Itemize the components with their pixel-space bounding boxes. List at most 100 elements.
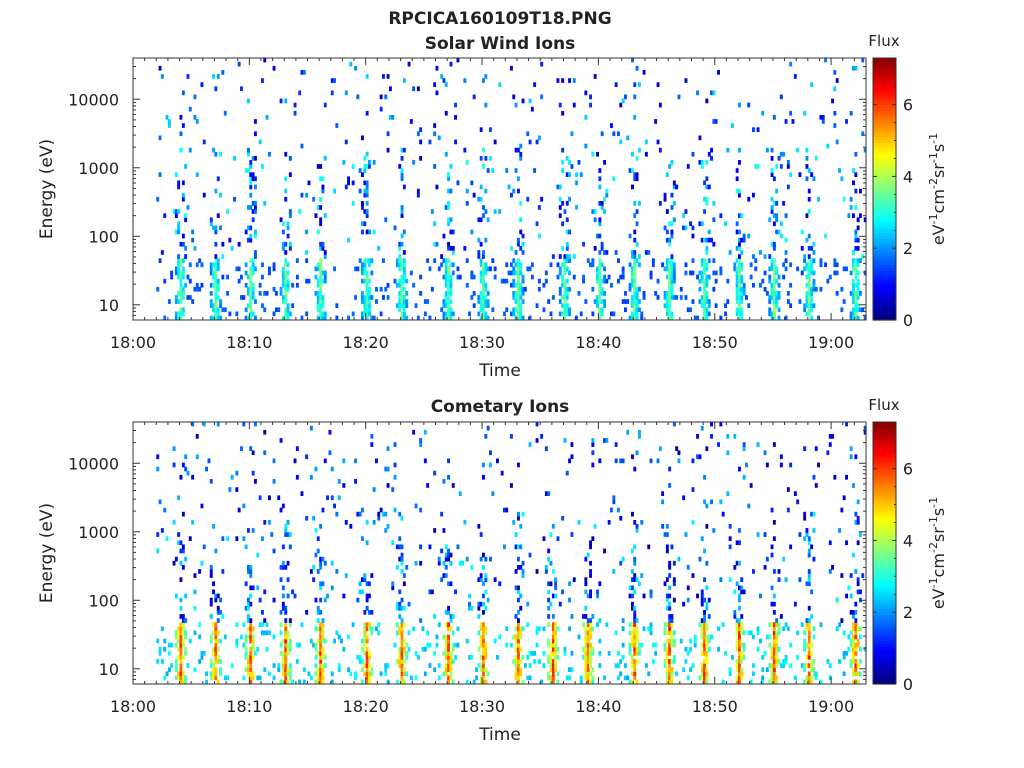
heatmap-cell bbox=[247, 614, 250, 619]
heatmap-cell bbox=[365, 303, 369, 308]
heatmap-cell bbox=[856, 307, 860, 313]
heatmap-cell bbox=[568, 286, 571, 292]
heatmap-cell bbox=[510, 270, 513, 276]
heatmap-cell bbox=[589, 646, 592, 652]
heatmap-cell bbox=[738, 262, 741, 268]
heatmap-cell bbox=[170, 663, 174, 668]
heatmap-cell bbox=[849, 642, 853, 648]
heatmap-cell bbox=[631, 278, 634, 284]
heatmap-cell bbox=[288, 622, 292, 627]
heatmap-cell bbox=[696, 593, 699, 599]
heatmap-cell bbox=[807, 262, 811, 268]
heatmap-cell bbox=[402, 671, 406, 677]
heatmap-cell bbox=[174, 213, 178, 218]
heatmap-cell bbox=[372, 315, 376, 321]
heatmap-cell bbox=[214, 651, 218, 656]
colorbar-step bbox=[873, 433, 896, 438]
heatmap-cell bbox=[400, 515, 404, 521]
heatmap-cell bbox=[174, 663, 178, 668]
heatmap-cell bbox=[749, 274, 753, 280]
heatmap-cell bbox=[779, 663, 783, 668]
heatmap-cell bbox=[465, 679, 469, 685]
heatmap-cell bbox=[656, 295, 660, 300]
heatmap-cell bbox=[398, 655, 402, 660]
heatmap-cell bbox=[665, 229, 669, 235]
heatmap-cell bbox=[407, 630, 411, 636]
heatmap-cell bbox=[631, 548, 634, 554]
heatmap-cell bbox=[447, 626, 450, 632]
heatmap-cell bbox=[514, 295, 518, 300]
colorbar-step bbox=[873, 232, 896, 237]
colorbar-step bbox=[873, 436, 896, 441]
heatmap-cell bbox=[807, 675, 811, 681]
heatmap-cell bbox=[298, 679, 302, 685]
colorbar-step bbox=[873, 296, 896, 301]
heatmap-cell bbox=[314, 213, 318, 218]
colorbar-step bbox=[873, 512, 896, 516]
heatmap-cell bbox=[261, 303, 264, 308]
heatmap-cell bbox=[712, 119, 716, 124]
heatmap-cell bbox=[763, 565, 767, 570]
heatmap-cell bbox=[430, 286, 434, 292]
heatmap-cell bbox=[447, 188, 450, 194]
heatmap-cell bbox=[854, 266, 858, 272]
heatmap-cell bbox=[402, 78, 406, 83]
heatmap-cell bbox=[710, 156, 713, 161]
heatmap-cell bbox=[470, 229, 474, 235]
heatmap-cell bbox=[700, 667, 704, 672]
heatmap-cell bbox=[696, 90, 699, 96]
heatmap-cell bbox=[517, 634, 520, 640]
heatmap-cell bbox=[558, 102, 562, 108]
heatmap-cell bbox=[482, 622, 485, 627]
heatmap-cell bbox=[542, 663, 546, 668]
heatmap-cell bbox=[835, 597, 839, 603]
heatmap-cell bbox=[717, 646, 720, 652]
heatmap-cell bbox=[451, 270, 455, 276]
heatmap-cell bbox=[181, 462, 185, 468]
heatmap-cell bbox=[703, 614, 706, 619]
heatmap-cell bbox=[854, 237, 858, 243]
heatmap-cell bbox=[333, 78, 336, 83]
heatmap-cell bbox=[365, 671, 369, 677]
heatmap-cell bbox=[475, 675, 478, 681]
heatmap-cell bbox=[582, 278, 585, 284]
heatmap-cell bbox=[803, 307, 807, 313]
heatmap-cell bbox=[398, 601, 402, 607]
heatmap-cell bbox=[421, 626, 425, 632]
heatmap-cell bbox=[363, 303, 367, 308]
heatmap-cell bbox=[512, 266, 516, 272]
heatmap-cell bbox=[323, 250, 327, 255]
heatmap-cell bbox=[740, 659, 744, 664]
heatmap-cell bbox=[477, 295, 481, 300]
heatmap-cell bbox=[586, 667, 590, 672]
heatmap-cell bbox=[600, 262, 604, 268]
heatmap-cell bbox=[212, 675, 215, 681]
heatmap-cell bbox=[628, 233, 632, 239]
heatmap-cell bbox=[484, 299, 488, 304]
heatmap-cell bbox=[400, 605, 404, 611]
heatmap-cell bbox=[209, 282, 213, 288]
heatmap-cell bbox=[184, 466, 188, 472]
heatmap-cell bbox=[321, 630, 325, 636]
heatmap-cell bbox=[586, 646, 590, 652]
heatmap-cell bbox=[156, 548, 160, 554]
heatmap-cell bbox=[772, 659, 776, 664]
heatmap-cell bbox=[309, 569, 313, 574]
heatmap-cell bbox=[458, 491, 462, 496]
heatmap-cell bbox=[484, 237, 488, 243]
heatmap-cell bbox=[249, 634, 253, 640]
heatmap-cell bbox=[214, 291, 218, 296]
heatmap-cell bbox=[281, 651, 285, 656]
heatmap-cell bbox=[400, 667, 404, 672]
heatmap-cell bbox=[810, 295, 814, 300]
heatmap-cell bbox=[703, 626, 706, 632]
heatmap-cell bbox=[561, 246, 565, 251]
heatmap-cell bbox=[675, 671, 679, 677]
heatmap-cell bbox=[742, 233, 746, 239]
heatmap-cell bbox=[854, 642, 858, 648]
heatmap-cell bbox=[463, 147, 467, 153]
heatmap-cell bbox=[551, 593, 555, 599]
heatmap-cell bbox=[517, 266, 520, 272]
heatmap-cell bbox=[859, 532, 862, 537]
colorbar-step bbox=[873, 663, 896, 668]
